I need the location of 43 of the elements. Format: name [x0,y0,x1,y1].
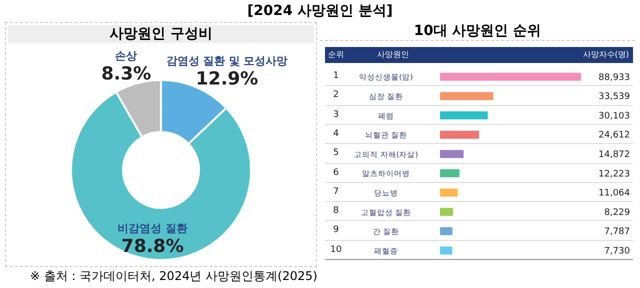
bar [440,130,480,139]
text: 5 [332,147,340,160]
text: 10 [329,244,343,257]
text: 7 [332,186,340,199]
text: ※ 출처 : 국가데이터처, 2024년 사망원인통계(2025) [30,268,318,285]
text: 3 [332,108,340,122]
slice-label: 손상 [115,50,138,63]
text: 9 [332,224,340,238]
text: 6 [332,166,340,180]
data-label: 33,539 [598,92,630,102]
data-label: 8.3% [101,64,152,85]
chart-title: 10대 사망원인 순위 [320,22,635,41]
text: 2 [332,89,340,102]
slice-label: 비감염성 질환 [118,222,188,236]
bar [440,111,488,120]
data-label: 24,612 [598,130,630,141]
data-label: 7,787 [604,227,630,238]
data-label: 78.8% [121,236,184,258]
slice-label: 감염성 질환 및 모성사망 [166,54,288,68]
data-label: 7,730 [604,246,630,256]
text: 4 [332,128,340,141]
bar [440,188,458,197]
chart-title: 사망원인 구성비 [8,25,314,43]
data-label: 11,064 [598,188,630,199]
bar [440,92,494,100]
bar [440,72,581,81]
data-label: 14,872 [598,150,630,160]
data-label: 30,103 [598,111,630,122]
bar [440,208,454,216]
bar [440,169,460,178]
bar [440,227,452,236]
text: 순위 [327,49,345,61]
bar [440,246,452,254]
data-label: 12.9% [196,68,258,90]
data-label: 88,933 [598,72,630,83]
x-axis-title: 사망자수(명) [582,49,629,61]
data-label: 8,229 [604,208,630,218]
text: [2024 사망원인 분석] [246,2,394,20]
data-label: 12,223 [598,169,630,180]
text: 1 [332,70,340,83]
text: 8 [332,205,340,218]
y-axis-title: 사망원인 [376,49,410,61]
bar [440,150,464,158]
